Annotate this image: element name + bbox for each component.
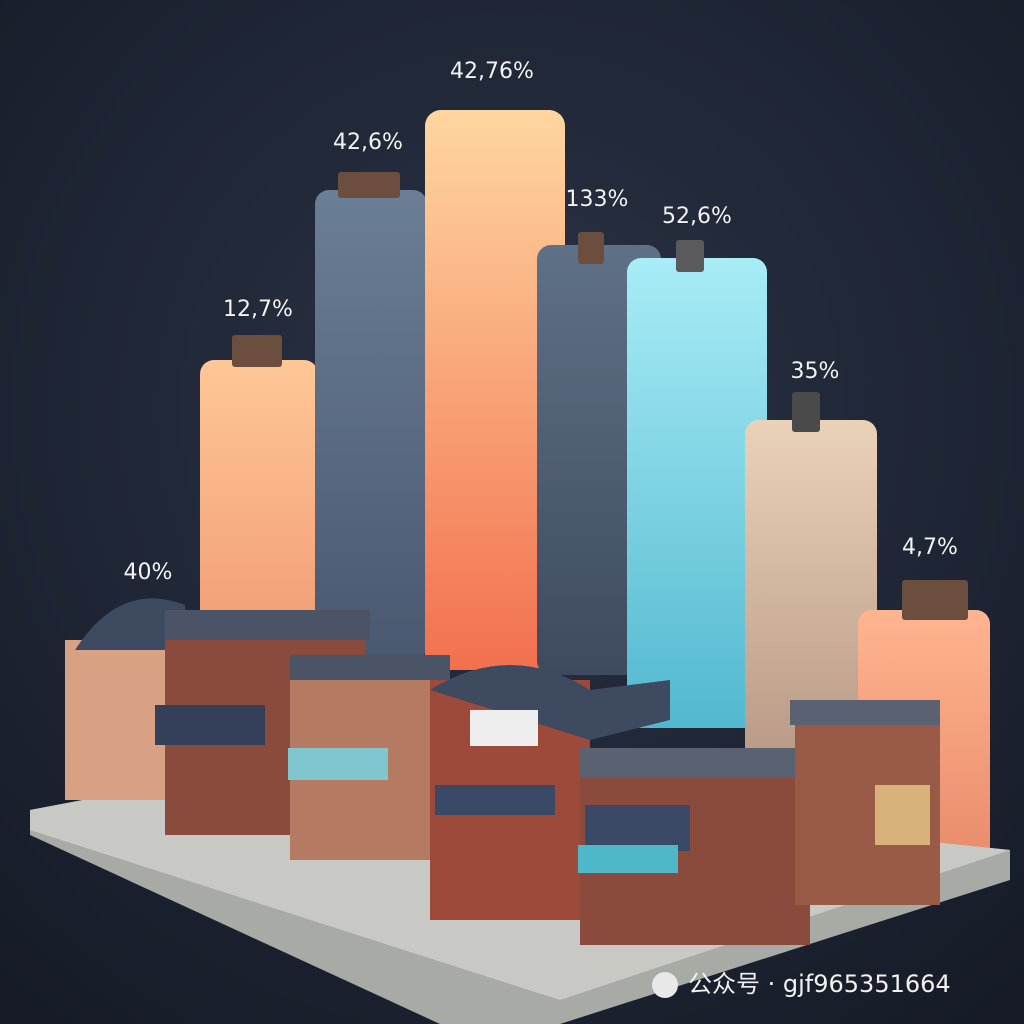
prop <box>902 580 968 620</box>
bar <box>745 420 877 760</box>
awning <box>288 748 388 780</box>
value-label: 40% <box>124 560 173 585</box>
rooftop-props <box>232 172 968 620</box>
prop <box>676 240 704 272</box>
window <box>875 785 930 845</box>
wechat-icon <box>652 972 678 998</box>
awning <box>435 785 555 815</box>
prop <box>578 232 604 264</box>
bar <box>315 190 427 660</box>
roof <box>580 748 810 778</box>
value-label: 133% <box>566 187 629 212</box>
prop <box>338 172 400 198</box>
prop <box>232 335 282 367</box>
prop <box>792 392 820 432</box>
roof <box>75 598 185 650</box>
value-label: 35% <box>791 359 840 384</box>
sign-panel <box>585 805 690 851</box>
roof <box>430 665 670 740</box>
bars <box>200 110 990 870</box>
value-label: 4,7% <box>902 535 958 560</box>
buildings <box>65 598 940 945</box>
value-label: 42,76% <box>450 59 534 84</box>
roof <box>290 655 450 680</box>
roof <box>165 610 370 640</box>
watermark: 公众号 · gjf965351664 <box>688 970 951 998</box>
roof <box>790 700 940 725</box>
bar <box>627 258 767 728</box>
awning <box>578 845 678 873</box>
bar <box>200 360 318 660</box>
value-label: 12,7% <box>223 297 293 322</box>
value-label: 42,6% <box>333 130 403 155</box>
value-label: 52,6% <box>662 204 732 229</box>
sign <box>470 710 538 746</box>
bar <box>425 110 565 670</box>
awning <box>155 705 265 745</box>
